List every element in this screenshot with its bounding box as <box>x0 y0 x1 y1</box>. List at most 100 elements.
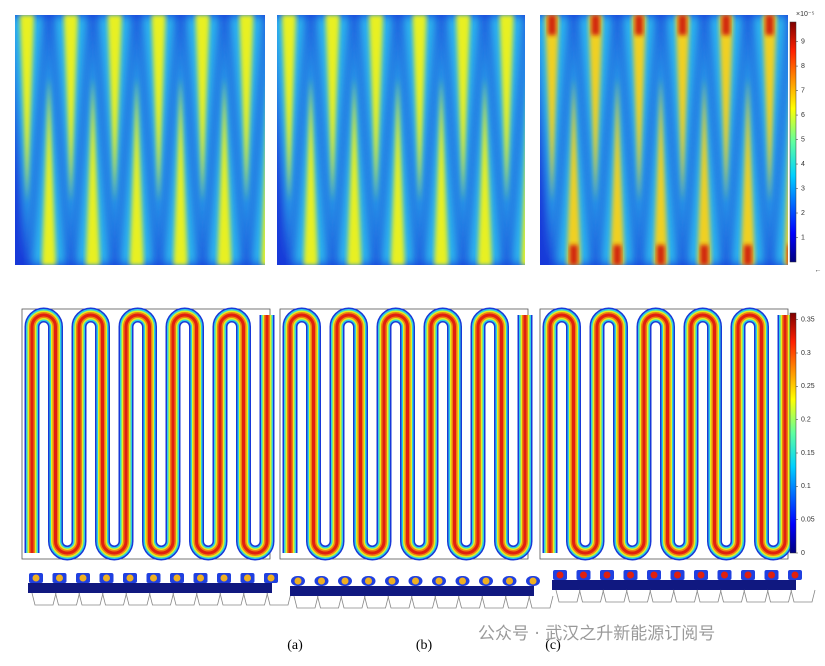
hot-spot <box>591 15 600 35</box>
colorbar <box>789 21 797 263</box>
land <box>481 595 507 609</box>
field-core <box>239 15 254 203</box>
land <box>55 592 80 606</box>
hot-spot <box>267 574 275 582</box>
hot-spot <box>765 15 774 35</box>
land <box>720 589 745 603</box>
hot-spot <box>459 577 466 585</box>
field-core <box>740 77 755 265</box>
field-core <box>456 15 471 203</box>
field-core <box>762 15 777 203</box>
hot-spot <box>743 245 752 265</box>
hot-spot <box>613 245 622 265</box>
membrane <box>552 580 796 590</box>
tick-label: 0.25 <box>801 383 815 390</box>
field-core <box>412 15 427 203</box>
hot-spot <box>388 577 396 585</box>
tick-label: 0 <box>801 550 805 557</box>
field-core <box>261 165 265 265</box>
field-core <box>499 15 514 203</box>
tick-label: 8 <box>801 63 805 70</box>
land <box>387 595 413 609</box>
tick-label: 1 <box>801 234 805 241</box>
hot-spot <box>435 577 443 585</box>
land <box>649 589 675 603</box>
hot-spot <box>656 245 665 265</box>
field-core <box>129 77 144 265</box>
colorbar <box>789 312 797 554</box>
hot-spot <box>32 574 40 582</box>
field-core <box>173 77 188 265</box>
hot-spot <box>635 15 644 35</box>
land <box>505 595 530 609</box>
hot-spot <box>603 571 611 579</box>
hot-spot <box>220 574 228 582</box>
field-band <box>250 60 265 265</box>
hot-spot <box>768 571 775 579</box>
field-core <box>369 15 384 203</box>
land <box>411 595 436 609</box>
panel-label: (b) <box>416 638 433 653</box>
land <box>458 595 483 609</box>
land <box>340 595 366 609</box>
hot-spot <box>412 577 419 585</box>
land <box>626 589 651 603</box>
hot-spot <box>56 574 63 582</box>
land <box>579 589 604 603</box>
hot-spot <box>674 571 681 579</box>
hot-spot <box>548 15 556 35</box>
colorbars: ×10⁻⁵ 1 2 3 4 5 6 7 8 9 0 0.05 0.1 0.15 0.2 0.25 0.3 0.35 <box>789 11 815 557</box>
hot-spot <box>341 577 349 585</box>
channel-field <box>288 313 527 555</box>
membrane <box>290 586 534 596</box>
field-core <box>325 15 340 203</box>
land <box>673 589 698 603</box>
hot-spot <box>678 15 687 35</box>
field-core <box>390 77 405 265</box>
membrane <box>28 583 272 593</box>
tick-label: 0.1 <box>801 483 811 490</box>
hot-spot <box>318 577 325 585</box>
field-core <box>477 77 492 265</box>
hot-spot <box>791 571 799 579</box>
field-band <box>773 61 788 265</box>
field-core <box>282 15 296 203</box>
land <box>78 592 104 606</box>
hot-spot <box>556 571 564 579</box>
heatmap <box>277 15 525 265</box>
hot-spot <box>650 571 658 579</box>
hot-spot <box>580 571 587 579</box>
land <box>434 595 460 609</box>
hot-spot <box>787 245 788 265</box>
cross-sections <box>28 570 816 609</box>
field-core <box>151 15 166 203</box>
hot-spot <box>126 574 134 582</box>
land <box>196 592 221 606</box>
tick-label: 0.05 <box>801 517 815 524</box>
tick-label: 7 <box>801 87 805 94</box>
field-core <box>588 15 603 203</box>
land <box>555 589 581 603</box>
field-core <box>434 77 449 265</box>
field-core <box>653 77 668 265</box>
heatmaps <box>15 15 788 265</box>
land <box>602 589 628 603</box>
field-core <box>521 167 525 265</box>
field-core <box>107 15 122 203</box>
tick-label: 4 <box>801 161 805 168</box>
hot-spot <box>244 574 251 582</box>
field-core <box>195 15 210 203</box>
watermark: 公众号 · 武汉之升新能源订阅号 <box>478 624 715 644</box>
channel-field <box>548 313 787 555</box>
tick-label: 2 <box>801 210 805 217</box>
hot-spot <box>482 577 490 585</box>
land <box>149 592 174 606</box>
field-core <box>697 77 712 265</box>
land <box>364 595 389 609</box>
tick-label: 9 <box>801 38 805 45</box>
arrow: ← <box>815 267 822 274</box>
hot-spot <box>627 571 634 579</box>
field-core <box>217 77 232 265</box>
field-core <box>610 77 625 265</box>
